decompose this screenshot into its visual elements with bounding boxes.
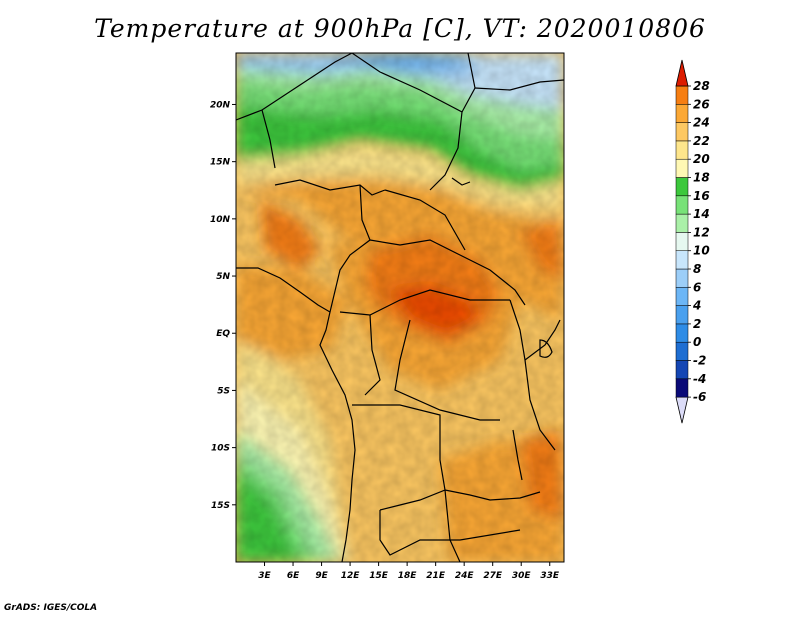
colorbar-label: 26 xyxy=(693,97,710,111)
colorbar-label: 12 xyxy=(693,225,710,239)
colorbar-label: 8 xyxy=(693,262,701,276)
colorbar-swatch xyxy=(675,378,689,398)
lat-tick-label: 10S xyxy=(211,444,230,454)
colorbar-swatch xyxy=(675,323,689,343)
lat-tick-label: 15S xyxy=(211,501,230,511)
lat-tick-label: EQ xyxy=(216,329,230,339)
colorbar-swatch xyxy=(675,195,689,215)
colorbar-label: 22 xyxy=(693,134,710,148)
lat-tick-label: 15N xyxy=(210,158,231,168)
colorbar-swatch xyxy=(675,177,689,197)
colorbar-label: 14 xyxy=(693,207,710,221)
colorbar-label: 20 xyxy=(693,152,710,166)
lon-tick-label: 18E xyxy=(398,571,418,581)
colorbar-label: 18 xyxy=(693,171,710,185)
colorbar-label: -2 xyxy=(693,354,706,368)
colorbar-swatch xyxy=(675,341,689,361)
colorbar-label: -4 xyxy=(693,372,706,386)
colorbar-label: 6 xyxy=(693,280,701,294)
colorbar-label: 28 xyxy=(693,79,710,93)
lon-tick-label: 30E xyxy=(512,571,532,581)
colorbar-swatch xyxy=(675,360,689,380)
temperature-field xyxy=(236,53,564,562)
lon-tick-label: 27E xyxy=(483,571,503,581)
colorbar-swatch xyxy=(675,213,689,233)
map-frame xyxy=(235,52,565,563)
lon-tick-label: 6E xyxy=(287,571,300,581)
colorbar-swatch xyxy=(675,305,689,325)
lon-tick-label: 3E xyxy=(258,571,271,581)
colorbar-label: 2 xyxy=(693,317,701,331)
lon-tick-label: 12E xyxy=(341,571,361,581)
colorbar-swatch xyxy=(675,85,689,105)
chart-title: Temperature at 900hPa [C], VT: 202001080… xyxy=(94,14,706,43)
lat-tick-label: 20N xyxy=(210,100,231,110)
lon-tick-label: 9E xyxy=(315,571,328,581)
footer-credit: GrADS: IGES/COLA xyxy=(4,603,98,613)
lat-tick-label: 5N xyxy=(216,272,230,282)
colorbar-swatch xyxy=(675,158,689,178)
colorbar-swatch xyxy=(675,104,689,123)
lon-tick-label: 21E xyxy=(426,571,446,581)
colorbar-label: 16 xyxy=(693,189,710,203)
colorbar-swatch xyxy=(675,268,689,288)
colorbar-swatch xyxy=(675,140,689,160)
lon-tick-label: 33E xyxy=(540,571,560,581)
colorbar-over-arrow xyxy=(675,59,689,87)
lat-tick-label: 5S xyxy=(217,386,230,396)
colorbar-swatch xyxy=(675,250,689,270)
colorbar-under-arrow xyxy=(675,396,689,424)
lat-tick-label: 10N xyxy=(210,215,231,225)
map-axes: 3E 6E 9E 12E 15E 18E 21E 24E 27E 30E 33E 20N 15N 10N 5… xyxy=(210,100,560,581)
colorbar-swatch xyxy=(675,287,689,306)
colorbar-label: 4 xyxy=(692,299,701,313)
colorbar-label: 24 xyxy=(693,116,710,130)
lon-tick-label: 24E xyxy=(455,571,475,581)
colorbar-label: -6 xyxy=(693,390,706,404)
colorbar-swatch xyxy=(675,122,689,142)
colorbar-label: 10 xyxy=(693,244,710,258)
colorbar-label: 0 xyxy=(693,335,701,349)
colorbar-swatch xyxy=(675,232,689,251)
map-boundaries xyxy=(236,53,564,562)
lon-tick-label: 15E xyxy=(369,571,389,581)
